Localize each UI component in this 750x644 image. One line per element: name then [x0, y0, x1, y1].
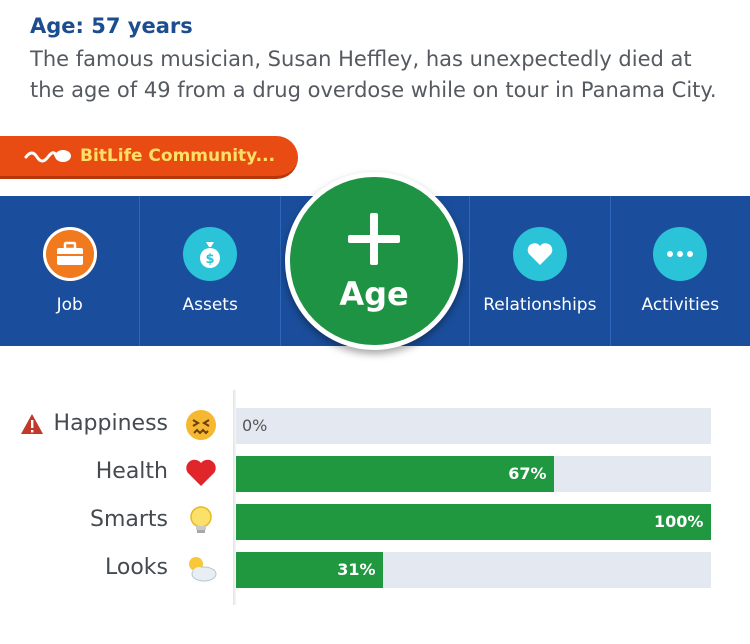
- ellipsis-icon: [653, 227, 708, 281]
- event-message: The famous musician, Susan Heffley, has …: [30, 47, 717, 102]
- heart-icon: [512, 227, 567, 281]
- plus-icon: [348, 213, 400, 265]
- age-button-label: Age: [339, 275, 409, 313]
- stat-fill: [236, 552, 384, 588]
- stat-label-health: Health: [96, 459, 168, 484]
- stat-percent: 67%: [508, 464, 547, 483]
- nav-label-activities: Activities: [641, 295, 720, 315]
- stat-name: Looks: [105, 555, 168, 580]
- nav-item-job[interactable]: Job: [0, 196, 139, 346]
- nav-item-assets[interactable]: $ Assets: [139, 196, 279, 346]
- nav-label-job: Job: [56, 295, 83, 315]
- stat-percent: 0%: [242, 416, 268, 435]
- stat-fill: [236, 504, 711, 540]
- stat-bar-health: 67%: [236, 456, 711, 492]
- age-button[interactable]: Age: [285, 172, 463, 350]
- red-heart-icon: [186, 459, 216, 486]
- stat-percent: 100%: [654, 512, 704, 531]
- money-bag-icon: $: [183, 227, 238, 281]
- stat-label-happiness: Happiness: [20, 411, 168, 436]
- stat-row-health: Health 67%: [0, 454, 750, 494]
- stat-row-happiness: Happiness 0%: [0, 406, 750, 446]
- stat-label-smarts: Smarts: [90, 507, 168, 532]
- age-heading: Age: 57 years: [30, 14, 193, 38]
- event-log: Age: 57 years The famous musician, Susan…: [30, 14, 730, 106]
- stat-name: Health: [95, 459, 168, 484]
- stat-bar-happiness: 0%: [236, 408, 711, 444]
- sun-behind-cloud-icon: [189, 557, 217, 582]
- stat-bar-looks: 31%: [236, 552, 711, 588]
- stat-label-looks: Looks: [105, 555, 168, 580]
- stats-divider: [233, 390, 236, 605]
- nav-label-relationships: Relationships: [483, 295, 597, 315]
- stat-name: Smarts: [89, 507, 168, 532]
- nav-item-relationships[interactable]: Relationships: [469, 196, 609, 346]
- stat-row-smarts: Smarts 100%: [0, 502, 750, 542]
- warning-icon: [20, 413, 43, 434]
- stats-panel: Happiness 0% Health 67% Smarts: [0, 390, 750, 610]
- community-banner[interactable]: BitLife Community...: [0, 136, 298, 179]
- stat-fill: [236, 456, 555, 492]
- banner-label: BitLife Community...: [80, 146, 276, 166]
- stat-row-looks: Looks 31%: [0, 550, 750, 590]
- frustrated-face-icon: [186, 410, 216, 440]
- stat-name: Happiness: [53, 411, 168, 436]
- svg-text:$: $: [206, 252, 215, 267]
- nav-label-assets: Assets: [182, 295, 238, 315]
- stat-bar-smarts: 100%: [236, 504, 711, 540]
- nav-item-activities[interactable]: Activities: [609, 196, 750, 346]
- lightbulb-icon: [190, 506, 212, 533]
- stat-percent: 31%: [337, 560, 376, 579]
- sperm-icon: [24, 150, 71, 163]
- age-button-slot: [279, 196, 469, 346]
- briefcase-icon: [42, 227, 97, 281]
